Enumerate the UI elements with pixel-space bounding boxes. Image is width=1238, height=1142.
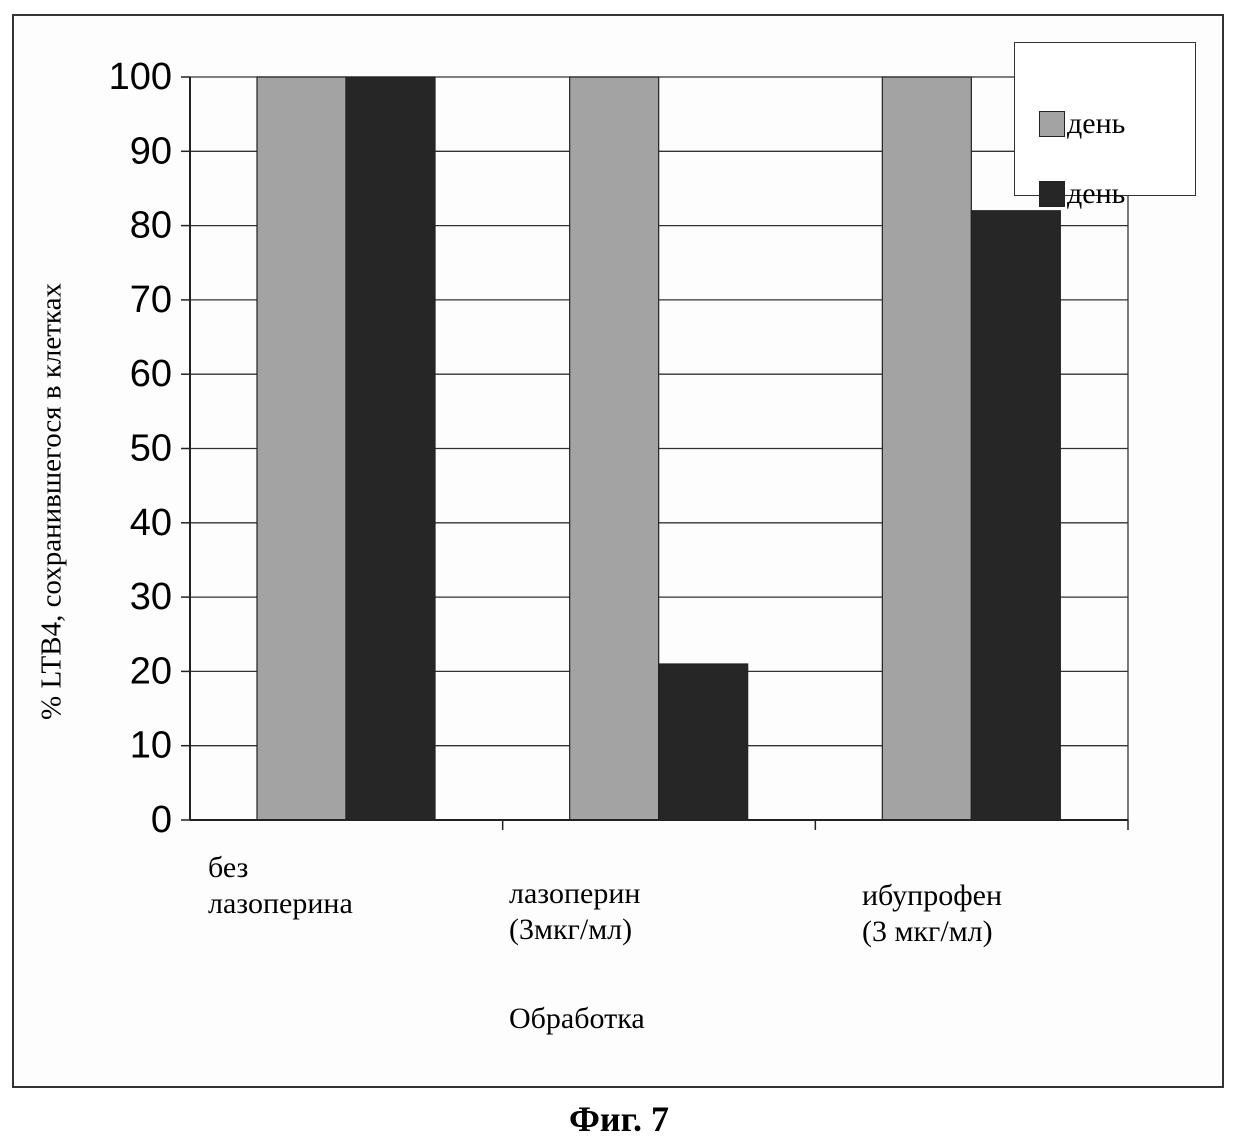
bars	[256, 76, 1061, 821]
y-tick-label: 10	[130, 725, 172, 767]
y-tick-label: 0	[151, 799, 172, 841]
y-tick-label: 60	[130, 353, 172, 395]
x-axis-label: Обработка	[509, 1002, 645, 1035]
legend-swatch-light	[1039, 111, 1065, 137]
category-label-no-lazoperin: без лазоперина	[208, 850, 458, 922]
y-axis-label: % LTB4, сохранившегося в клетках	[35, 283, 68, 720]
y-tick-label: 100	[109, 56, 172, 98]
legend-item-series-2: день	[1039, 177, 1125, 211]
category-label-line: без	[208, 851, 249, 884]
category-label-line: ибупрофен	[862, 879, 1003, 912]
y-tick-label: 80	[130, 205, 172, 247]
bar-light-1	[569, 76, 660, 821]
legend: день день	[1014, 42, 1196, 210]
bar-dark-1	[658, 663, 749, 821]
legend-item-series-1: день	[1039, 107, 1125, 141]
legend-swatch-dark	[1039, 181, 1065, 207]
bar-dark-2	[970, 210, 1061, 821]
category-label-ibuprofen: ибупрофен (3 мкг/мл)	[862, 878, 1162, 950]
axes	[181, 76, 1129, 830]
category-label-line: лазоперин	[509, 877, 641, 910]
bar-light-0	[256, 76, 347, 821]
category-label-lazoperin: лазоперин (3мкг/мл)	[509, 876, 759, 948]
y-tick-labels: 0 10 20 30 40 50 60 70 80 90 100	[109, 56, 172, 841]
figure-caption: Фиг. 7	[569, 1099, 669, 1139]
y-tick-label: 20	[130, 650, 172, 692]
y-tick-label: 40	[130, 502, 172, 544]
legend-label: день	[1067, 177, 1126, 210]
category-label-line: (3 мкг/мл)	[862, 915, 993, 948]
y-tick-label: 70	[130, 279, 172, 321]
bar-dark-0	[345, 76, 436, 821]
y-tick-label: 50	[130, 428, 172, 470]
y-tick-label: 90	[130, 130, 172, 172]
category-label-line: лазоперина	[208, 887, 353, 920]
category-label-line: (3мкг/мл)	[509, 913, 633, 946]
legend-label: день	[1067, 107, 1126, 140]
bar-light-2	[881, 76, 972, 821]
y-tick-label: 30	[130, 576, 172, 618]
